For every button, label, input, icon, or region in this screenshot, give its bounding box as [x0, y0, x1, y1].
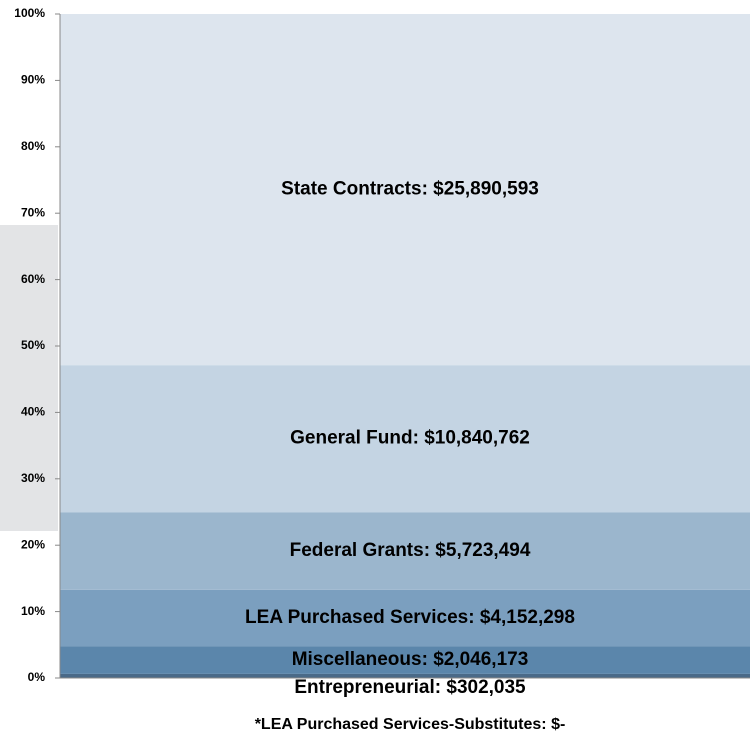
- y-tick-label: 90%: [21, 73, 45, 87]
- footnote: *LEA Purchased Services-Substitutes: $-: [255, 716, 566, 733]
- segment-label: LEA Purchased Services: $4,152,298: [245, 607, 575, 628]
- y-tick-label: 60%: [21, 272, 45, 286]
- y-tick-label: 30%: [21, 471, 45, 485]
- segment-label: State Contracts: $25,890,593: [281, 179, 539, 200]
- y-tick-label: 100%: [14, 6, 45, 20]
- bar-segment: [60, 589, 750, 647]
- y-tick-label: 0%: [28, 670, 46, 684]
- bar-segment: [60, 14, 750, 366]
- y-tick-label: 10%: [21, 604, 45, 618]
- y-tick-label: 70%: [21, 205, 45, 219]
- y-tick-label: 20%: [21, 537, 45, 551]
- segment-label: Entrepreneurial: $302,035: [294, 677, 526, 698]
- segment-label: Miscellaneous: $2,046,173: [292, 649, 529, 670]
- y-tick-label: 40%: [21, 405, 45, 419]
- bar-segment: [60, 512, 750, 590]
- bar-segment: [60, 646, 750, 674]
- side-panel: [0, 225, 58, 531]
- y-tick-label: 50%: [21, 338, 45, 352]
- segment-label: Federal Grants: $5,723,494: [290, 540, 531, 561]
- y-tick-label: 80%: [21, 139, 45, 153]
- bar-segment: [60, 673, 750, 678]
- segment-label: General Fund: $10,840,762: [290, 428, 530, 449]
- bar-segment: [60, 365, 750, 513]
